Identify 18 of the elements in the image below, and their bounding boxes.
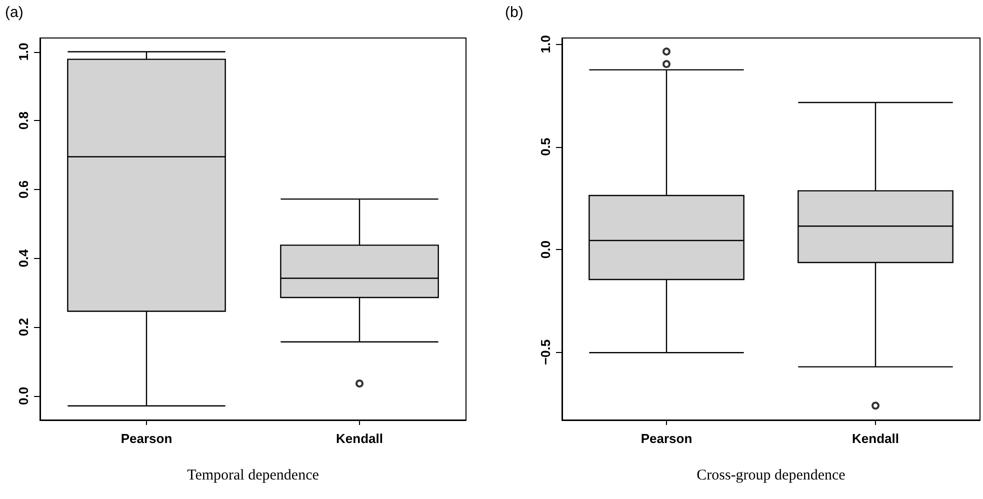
y-tick-label: 0.5 <box>538 138 553 156</box>
x-axis-title: Temporal dependence <box>187 468 320 484</box>
x-tick-label: Kendall <box>336 431 383 446</box>
y-tick-label: 0.0 <box>538 240 553 259</box>
x-tick-label: Pearson <box>120 431 172 446</box>
y-tick-label: 0.8 <box>16 112 31 130</box>
x-tick-label: Pearson <box>640 431 692 446</box>
y-tick-label: 0.6 <box>16 180 31 198</box>
y-tick-label: 0.0 <box>16 386 31 405</box>
y-tick-label: 1.0 <box>16 42 31 61</box>
y-tick-label: 0.4 <box>16 248 31 268</box>
x-tick-label: Kendall <box>852 431 899 446</box>
y-tick-label: 0.2 <box>16 318 31 336</box>
x-axis-title: Cross-group dependence <box>696 468 846 484</box>
y-tick-label: 1.0 <box>538 35 553 54</box>
chart-title: (b) <box>505 4 524 21</box>
chart-title: (a) <box>5 4 24 21</box>
y-tick-label: −0.5 <box>538 339 553 366</box>
